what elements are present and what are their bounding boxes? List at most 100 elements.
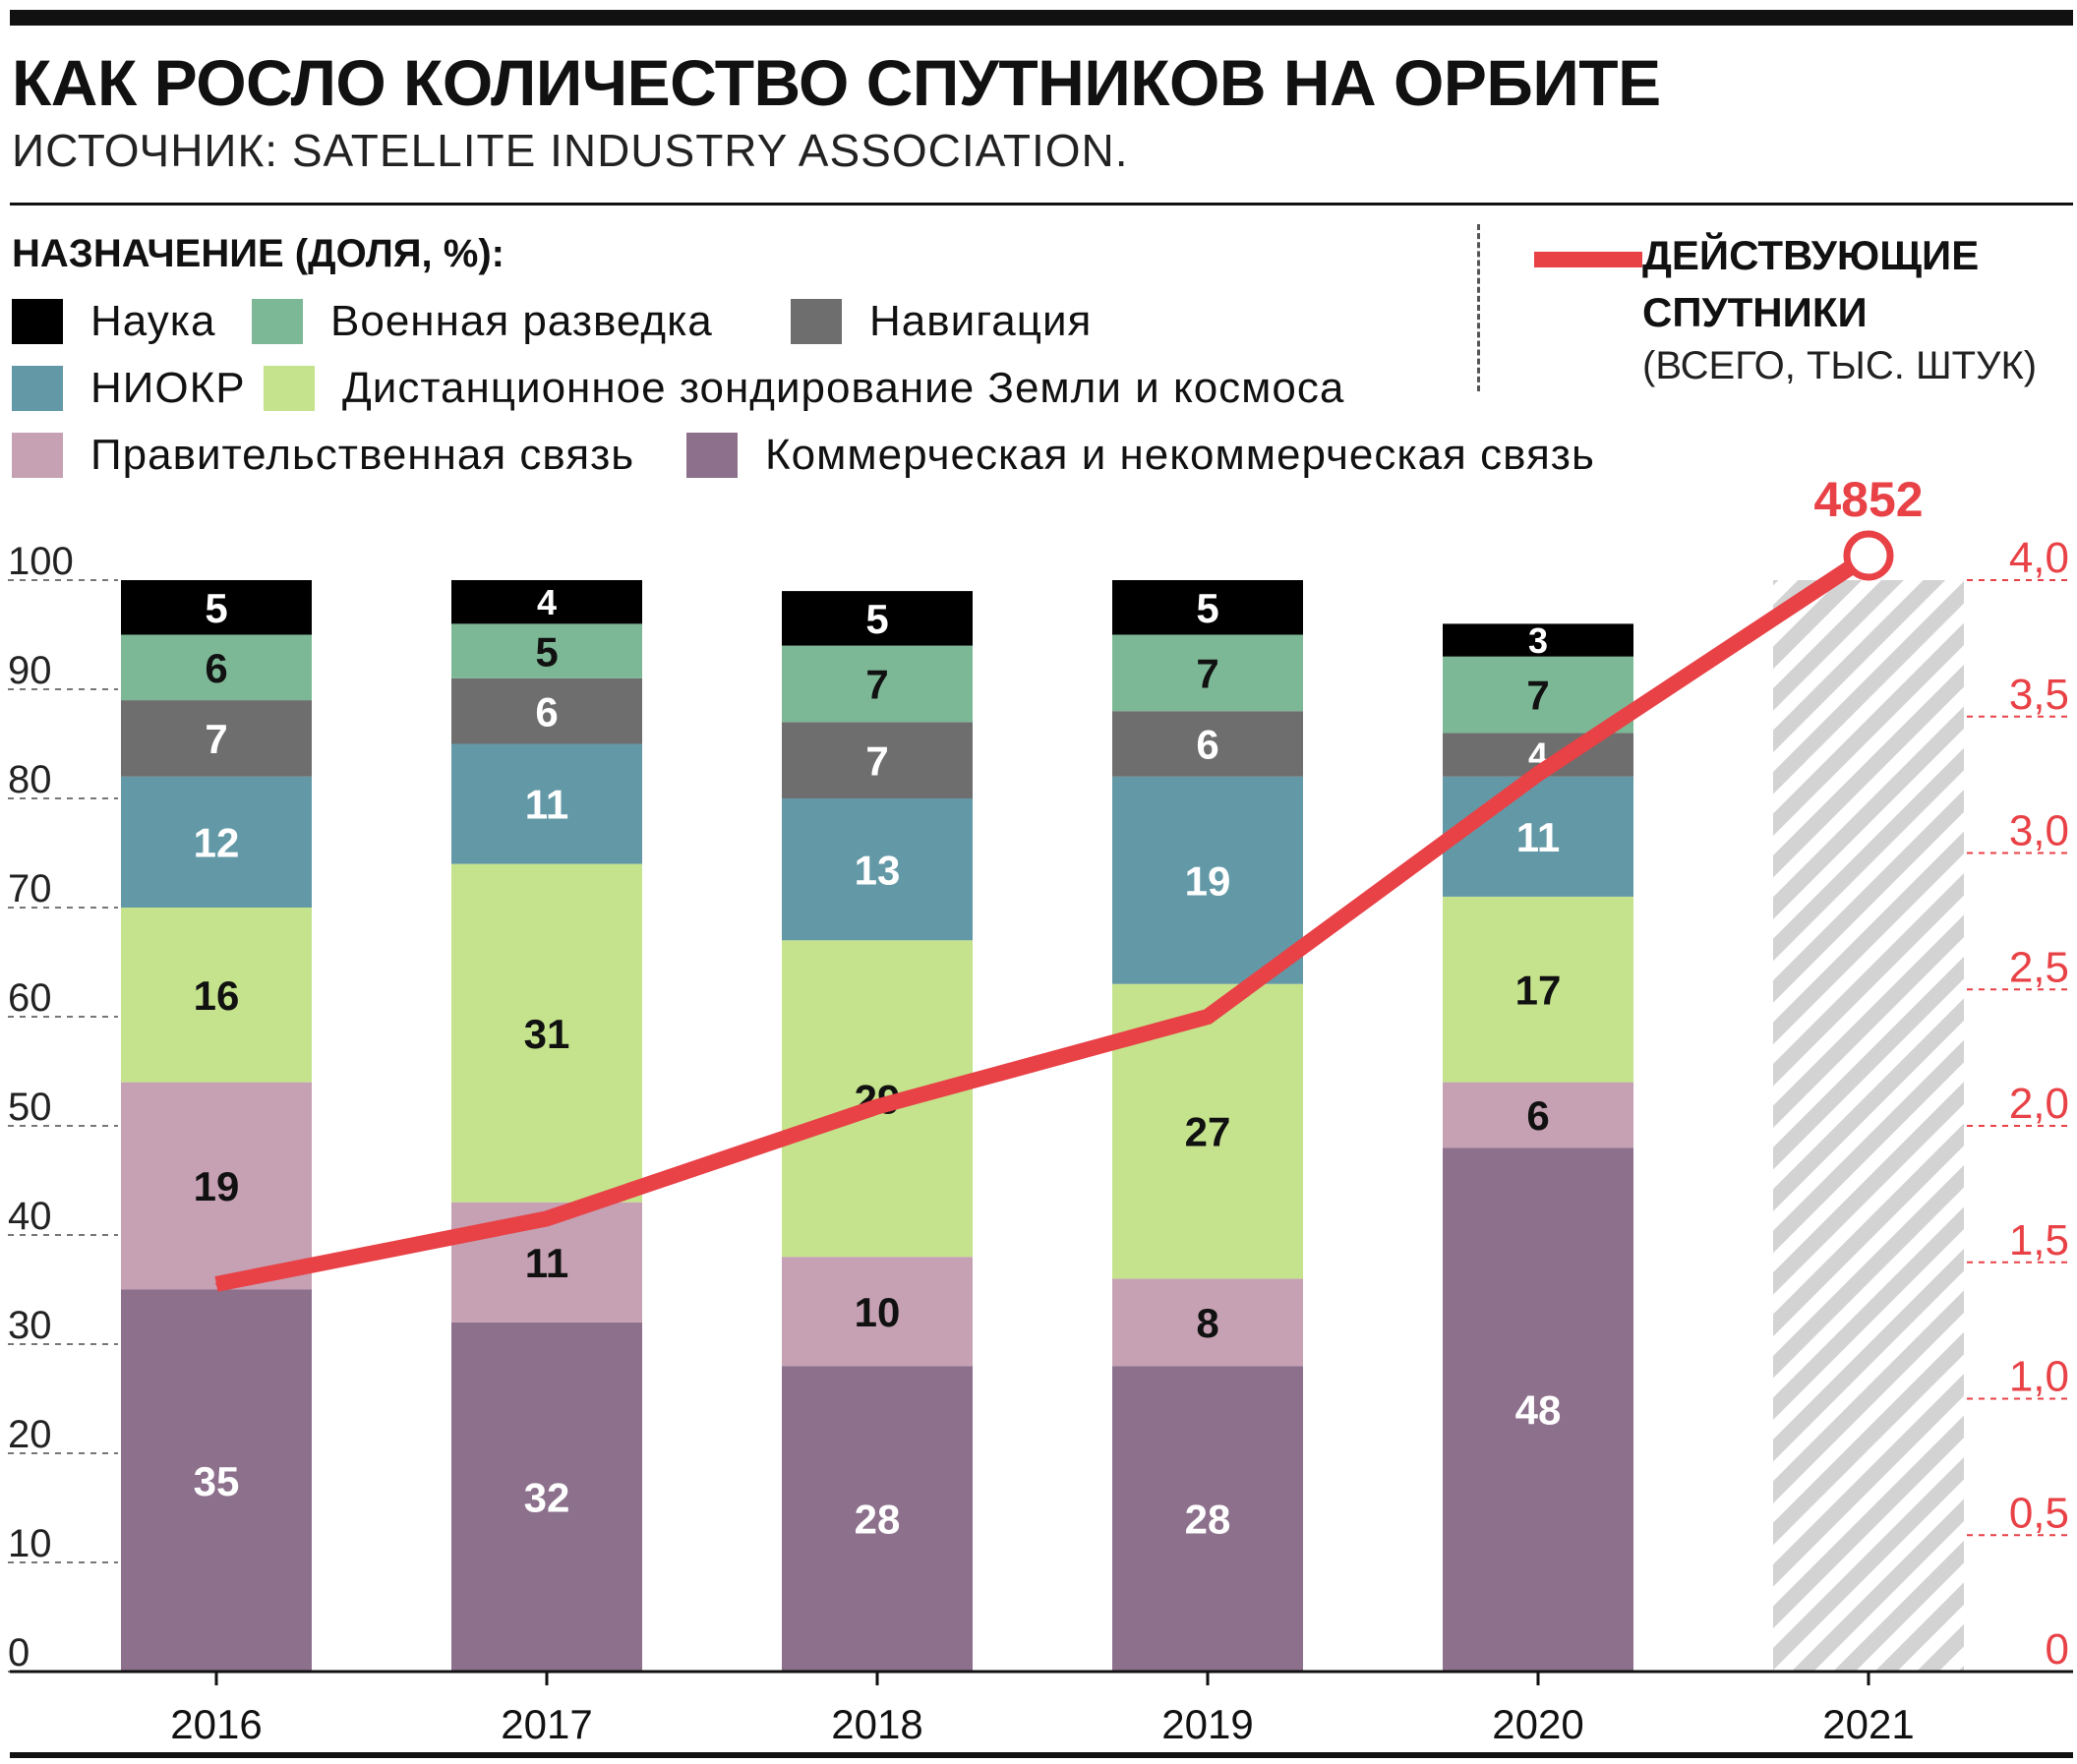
left-tick-label: 20 [8, 1413, 52, 1456]
legend-item-commercial-comms: Коммерческая и некоммерческая связь [686, 431, 1595, 480]
bar-value-label: 7 [865, 662, 888, 708]
right-tick-label: 2,0 [2009, 1080, 2069, 1128]
bar-segment [782, 722, 973, 798]
bar-segment [451, 677, 642, 744]
legend-item-navigation: Навигация [791, 297, 1092, 346]
x-tick-label: 2016 [170, 1701, 262, 1747]
line-point [1537, 773, 1539, 776]
bar-value-label: 6 [1196, 722, 1218, 768]
bar-value-label: 19 [1185, 857, 1231, 904]
bar-value-label: 6 [535, 688, 558, 735]
x-tick-label: 2020 [1492, 1701, 1583, 1747]
bar-value-label: 7 [865, 737, 888, 784]
bar-value-label: 19 [194, 1163, 240, 1209]
top-rule [10, 10, 2073, 26]
bar-segment [451, 623, 642, 678]
legend-label-navigation: Навигация [869, 297, 1093, 345]
legend-label-rnd: НИОКР [90, 364, 246, 412]
bar-value-label: 31 [524, 1011, 570, 1057]
legend-label-science: Наука [90, 297, 216, 345]
bar-value-label: 48 [1515, 1387, 1562, 1434]
bar-value-label: 35 [194, 1458, 240, 1504]
legend-title: НАЗНАЧЕНИЕ (ДОЛЯ, %): [12, 232, 504, 275]
right-tick-label: 4,0 [2009, 534, 2069, 582]
left-tick-label: 30 [8, 1304, 52, 1347]
legend-swatch-science [12, 299, 63, 344]
chart-title: КАК РОСЛО КОЛИЧЕСТВО СПУТНИКОВ НА ОРБИТЕ [12, 46, 1661, 119]
bar-value-label: 7 [1526, 673, 1549, 719]
bar-segment [121, 1289, 312, 1672]
legend-swatch-gov-comms [12, 433, 63, 478]
bar-segment [1112, 580, 1303, 635]
bar-value-label: 32 [524, 1475, 570, 1521]
legend-swatch-military [252, 299, 303, 344]
bar-segment [1443, 776, 1633, 897]
bar-value-label: 5 [1196, 585, 1218, 631]
line-point [215, 1282, 217, 1285]
line-point [876, 1105, 878, 1108]
bar-value-label: 27 [1185, 1109, 1231, 1155]
bar-value-label: 11 [1516, 814, 1560, 860]
bar-value-label: 28 [1185, 1497, 1231, 1543]
bar-no-data-2021 [1773, 580, 1964, 1672]
left-tick-label: 80 [8, 758, 52, 801]
left-axis: 0 10 20 30 40 50 60 70 80 90 100 [8, 540, 118, 1675]
left-tick-label: 10 [8, 1522, 52, 1565]
right-axis: 0 0,5 1,0 1,5 2,0 2,5 3,0 3,5 4,0 [1967, 534, 2073, 1674]
line-end-marker [1843, 530, 1894, 581]
bar-segment [1443, 656, 1633, 734]
bar-segment [1443, 1147, 1633, 1672]
bar-segment [1112, 1278, 1303, 1367]
bars: 3519161276532113111654281029137752882719… [121, 580, 1964, 1672]
line-legend-subtitle: (ВСЕГО, ТЫС. ШТУК) [1642, 344, 2038, 387]
bar-segment [451, 863, 642, 1203]
bar-value-label: 5 [535, 628, 558, 675]
bar-value-label: 17 [1515, 967, 1562, 1013]
legend-swatch-navigation [791, 299, 842, 344]
legend-item-rnd: НИОКР [12, 364, 246, 413]
left-tick-label: 100 [8, 540, 74, 583]
left-tick-label: 50 [8, 1086, 52, 1129]
line-point [1207, 1016, 1209, 1018]
legend-label-gov-comms: Правительственная связь [90, 431, 635, 479]
legend-swatch-remote-sensing [264, 366, 315, 411]
bar-segment [451, 580, 642, 624]
bar-segment [121, 908, 312, 1083]
bar-segment [1443, 896, 1633, 1083]
legend-item-military: Военная разведка [252, 297, 713, 346]
line-point [546, 1217, 548, 1220]
line-legend-title-1: ДЕЙСТВУЮЩИЕ [1642, 232, 1980, 278]
legend-swatch-commercial-comms [686, 433, 738, 478]
bar-value-label: 10 [855, 1289, 901, 1335]
bar-value-label: 8 [1196, 1300, 1218, 1346]
right-tick-label: 1,0 [2009, 1353, 2069, 1401]
bar-segment [121, 580, 312, 635]
bar-segment [451, 743, 642, 864]
legend-swatch-rnd [12, 366, 63, 411]
header-rule [10, 203, 2073, 206]
bar-value-label: 11 [525, 1240, 568, 1286]
legend-item-remote-sensing: Дистанционное зондирование Земли и космо… [264, 364, 1344, 413]
bar-segment [121, 776, 312, 908]
bar-value-label: 11 [525, 782, 568, 828]
bar-value-label: 28 [855, 1497, 901, 1543]
right-tick-label: 3,5 [2009, 671, 2069, 719]
bar-segment [1112, 711, 1303, 777]
bar-value-label: 13 [855, 847, 901, 893]
bar-segment [1112, 1366, 1303, 1672]
line-legend-swatch [1534, 252, 1642, 267]
bar-value-label: 6 [205, 645, 227, 691]
bar-segment [782, 1366, 973, 1672]
left-tick-label: 70 [8, 867, 52, 911]
chart-subtitle: ИСТОЧНИК: SATELLITE INDUSTRY ASSOCIATION… [12, 125, 1129, 176]
line-path [214, 549, 1873, 1292]
bar-value-label: 7 [1196, 650, 1218, 696]
bar-segment [1443, 623, 1633, 657]
bar-segment [782, 798, 973, 941]
legend-label-remote-sensing: Дистанционное зондирование Земли и космо… [342, 364, 1345, 412]
x-tick-label: 2018 [831, 1701, 922, 1747]
bar-value-label: 7 [205, 716, 227, 762]
bar-value-label: 16 [194, 972, 240, 1019]
bar-value-label: 3 [1528, 620, 1548, 661]
